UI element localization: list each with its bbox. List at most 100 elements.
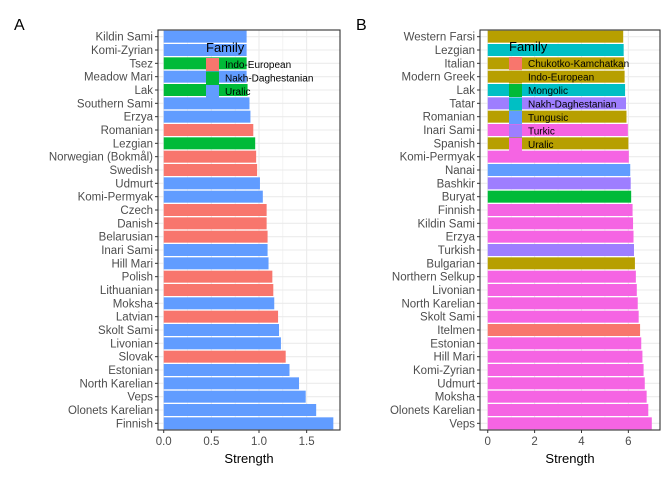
legend-label: Nakh-Daghestanian — [225, 74, 313, 85]
y-tick-label: Olonets Karelian — [68, 405, 153, 417]
legend-title: Family — [509, 39, 548, 54]
bar-komi-zyrian — [163, 44, 247, 56]
legend-key — [509, 124, 522, 138]
bar-erzya — [163, 110, 251, 123]
legend-label: Indo-European — [225, 60, 291, 71]
legend-key — [509, 57, 522, 70]
y-tick-label: Inari Sami — [423, 125, 475, 137]
bar-bashkir — [487, 177, 631, 190]
bar-komi-permyak — [163, 190, 263, 203]
bar-lak — [163, 84, 248, 96]
legend-key — [206, 71, 219, 85]
y-tick-label: Hill Mari — [433, 352, 475, 364]
y-tick-label: Norwegian (Bokmål) — [49, 152, 153, 164]
y-tick-label: Swedish — [110, 165, 153, 177]
y-tick-label: Romanian — [423, 112, 475, 124]
bar-skolt-sami — [487, 310, 639, 323]
bar-norwegian-bokm-l- — [163, 150, 257, 163]
y-tick-label: Lak — [134, 85, 153, 97]
panel-border — [157, 29, 341, 431]
legend-label: Turkic — [528, 127, 555, 138]
bar-livonian — [163, 337, 281, 350]
y-tick-label: Danish — [117, 218, 153, 230]
y-tick-label: Komi-Permyak — [78, 192, 154, 204]
y-tick-label: Bulgarian — [426, 258, 475, 270]
y-tick-label: Italian — [444, 58, 475, 70]
legend-key — [509, 97, 522, 111]
y-tick-label: Hill Mari — [111, 258, 153, 270]
bar-livonian — [487, 284, 637, 296]
y-tick-label: Kildin Sami — [95, 32, 153, 44]
legend-label: Nakh-Daghestanian — [528, 100, 616, 111]
bar-kildin-sami — [487, 217, 634, 230]
y-tick-label: Erzya — [124, 112, 154, 124]
bar-buryat — [487, 190, 632, 203]
bar-udmurt — [487, 377, 645, 390]
legend-label: Chukotko-Kamchatkan — [528, 59, 629, 70]
y-tick-label: Komi-Permyak — [400, 152, 476, 164]
bar-spanish — [487, 137, 629, 150]
y-tick-label: Latvian — [116, 312, 153, 324]
y-tick-label: Northern Selkup — [392, 272, 475, 284]
legend-label: Uralic — [528, 140, 554, 151]
bar-estonian — [487, 337, 642, 350]
x-tick-label: 0 — [485, 436, 491, 448]
bar-northern-selkup — [487, 270, 636, 283]
y-tick-label: Southern Sami — [77, 98, 153, 110]
bar-romanian — [487, 110, 627, 123]
y-tick-label: Slovak — [118, 352, 153, 364]
y-tick-label: Buryat — [442, 192, 476, 204]
x-tick-label: 2 — [531, 436, 537, 448]
y-tick-label: Tatar — [449, 98, 475, 110]
legend-key — [509, 111, 522, 124]
y-tick-label: Skolt Sami — [420, 312, 475, 324]
bar-north-karelian — [163, 377, 300, 390]
legend-key — [509, 138, 522, 151]
panel-a: A Family Indo-European Nakh-Daghestanian Ura… — [14, 17, 341, 466]
y-tick-label: Lak — [456, 85, 475, 97]
x-axis-title: Strength — [224, 451, 273, 466]
panel-b: B Family Chukotko-Kamchatkan Indo-European M… — [356, 17, 661, 466]
bar-moksha — [487, 390, 647, 403]
bar-finnish — [487, 204, 633, 216]
x-tick-label: 1.0 — [251, 436, 267, 448]
y-tick-label: Livonian — [110, 338, 153, 350]
legend-key — [206, 85, 219, 98]
bar-italian — [487, 57, 625, 70]
bar-olonets-karelian — [163, 404, 317, 416]
panel-letter: B — [356, 17, 367, 34]
legend-title: Family — [206, 40, 245, 55]
x-tick-label: 0.0 — [156, 436, 172, 448]
bar-meadow-mari — [163, 70, 247, 83]
y-tick-label: Estonian — [108, 365, 153, 377]
y-tick-label: North Karelian — [401, 298, 475, 310]
bar-skolt-sami — [163, 324, 280, 336]
bar-belarusian — [163, 230, 268, 243]
bar-czech — [163, 204, 267, 216]
legend-key — [509, 84, 522, 97]
bar-itelmen — [487, 324, 641, 336]
y-tick-label: Udmurt — [437, 378, 476, 390]
y-tick-label: Moksha — [113, 298, 154, 310]
bar-veps — [163, 390, 306, 403]
bar-tsez — [163, 57, 247, 70]
bar-lezgian — [487, 44, 624, 56]
y-tick-label: Turkish — [438, 245, 475, 257]
bar-inari-sami — [163, 244, 268, 256]
bar-finnish — [163, 417, 334, 430]
y-tick-label: Kildin Sami — [417, 218, 475, 230]
x-tick-label: 4 — [578, 436, 585, 448]
bar-latvian — [163, 310, 279, 323]
y-tick-label: Bashkir — [437, 178, 476, 190]
y-tick-label: Inari Sami — [101, 245, 153, 257]
y-tick-label: Finnish — [116, 418, 153, 430]
bar-nanai — [487, 164, 631, 176]
y-tick-label: Polish — [122, 272, 153, 284]
y-tick-label: Komi-Zyrian — [413, 365, 475, 377]
bar-lezgian — [163, 137, 256, 150]
y-tick-label: Lezgian — [113, 138, 153, 150]
y-tick-label: Tsez — [129, 58, 153, 70]
y-tick-label: Erzya — [446, 232, 476, 244]
y-tick-label: Romanian — [101, 125, 153, 137]
bar-slovak — [163, 350, 286, 363]
